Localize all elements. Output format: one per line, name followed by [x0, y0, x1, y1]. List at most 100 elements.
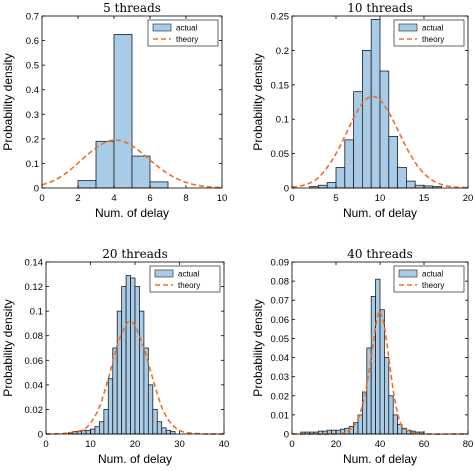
histogram-bar: [379, 70, 390, 189]
y-tick-label: 0.07: [271, 296, 290, 307]
histogram-bar: [156, 421, 163, 435]
y-tick-label: 0.08: [271, 277, 290, 288]
y-tick-label: 0.4: [26, 85, 39, 96]
bars-actual: [77, 34, 169, 189]
y-tick-label: 0.2: [26, 134, 39, 145]
y-tick-label: 0: [284, 430, 289, 441]
y-tick-label: 0.05: [271, 334, 290, 345]
histogram-bar: [370, 295, 377, 435]
chart-title: 5 threads: [103, 1, 161, 15]
chart-title: 40 threads: [347, 247, 412, 261]
legend-label-actual: actual: [422, 270, 444, 279]
y-tick-label: 0.06: [25, 356, 44, 367]
y-tick-label: 0: [34, 184, 39, 195]
histogram-bar: [344, 139, 354, 189]
y-tick-label: 0.25: [271, 12, 290, 23]
x-tick-label: 10: [217, 193, 228, 204]
y-tick-label: 0.08: [25, 331, 44, 342]
y-tick-label: 0.6: [26, 36, 39, 47]
histogram-bar: [134, 286, 140, 435]
x-tick-label: 5: [333, 193, 338, 204]
x-tick-label: 40: [375, 439, 386, 450]
histogram-bar: [85, 429, 91, 435]
legend: actual theory: [393, 19, 465, 47]
histogram-bar: [326, 429, 333, 435]
y-tick-label: 0.02: [25, 405, 44, 416]
x-tick-label: 15: [419, 193, 430, 204]
theory-curve: [291, 95, 469, 189]
y-axis-label: Probability density: [251, 53, 265, 150]
chart-title: 20 threads: [102, 247, 167, 261]
theory-curve: [41, 139, 223, 189]
histogram-bar: [370, 19, 381, 189]
y-tick-label: 0.01: [271, 410, 290, 421]
legend: actual theory: [147, 19, 219, 47]
histogram-bar: [131, 155, 151, 189]
x-tick-label: 40: [219, 439, 230, 450]
x-tick-label: 0: [43, 439, 48, 450]
y-tick-label: 0.1: [26, 159, 39, 170]
histogram-bar: [375, 278, 381, 435]
x-tick-label: 10: [375, 193, 386, 204]
x-tick-label: 80: [463, 439, 474, 450]
y-tick-label: 0: [284, 184, 289, 195]
histogram-bar: [90, 428, 96, 435]
y-tick-label: 0.05: [271, 149, 290, 160]
histogram-bar: [383, 357, 390, 435]
theory-curve: [45, 321, 225, 435]
chart-title: 10 threads: [347, 1, 412, 15]
legend-label-actual: actual: [176, 24, 198, 33]
x-axis-label: Num. of delay: [95, 206, 169, 220]
x-tick-label: 0: [289, 439, 294, 450]
y-tick-label: 0.15: [271, 80, 290, 91]
legend-label-actual: actual: [422, 24, 444, 33]
y-tick-label: 0.14: [25, 258, 44, 269]
histogram-bar: [113, 34, 133, 189]
legend-swatch-actual: [154, 269, 174, 278]
histogram-bar: [116, 310, 123, 435]
legend-label-theory: theory: [176, 35, 198, 44]
x-tick-label: 6: [147, 193, 152, 204]
legend-label-theory: theory: [422, 35, 444, 44]
chart-panel-4: 0 20 40 60 80 0 0.01 0.02 0.03 0.04 0.05 0.06 0.07 0.…: [251, 247, 473, 466]
histogram-bar: [379, 309, 385, 435]
y-tick-label: 0.5: [26, 61, 39, 72]
y-tick-label: 0.2: [276, 46, 289, 57]
histogram-bar: [405, 180, 416, 189]
x-axis-label: Num. of delay: [343, 206, 417, 220]
histogram-bar: [361, 391, 368, 435]
y-tick-label: 0.04: [25, 380, 44, 391]
x-tick-label: 20: [331, 439, 342, 450]
y-tick-label: 0.3: [26, 110, 39, 121]
histogram-bar: [147, 384, 154, 435]
histogram-bar: [326, 182, 337, 189]
y-tick-label: 0.1: [276, 115, 289, 126]
histogram-bar: [121, 286, 127, 435]
histogram-bar: [125, 275, 131, 435]
histogram-bar: [149, 181, 169, 189]
histogram-bar: [165, 429, 171, 435]
legend-swatch-actual: [152, 23, 172, 32]
y-tick-label: 0.02: [271, 391, 290, 402]
histogram-bar: [107, 378, 114, 435]
theory-curve: [291, 310, 469, 436]
chart-panel-3: 0 10 20 30 40 0 0.02 0.04 0.06 0.08 0.1 0.12 0.14 20 …: [1, 247, 229, 466]
y-axis-label: Probability density: [1, 299, 15, 396]
y-axis-label: Probability density: [251, 299, 265, 396]
x-tick-label: 0: [39, 193, 44, 204]
x-tick-label: 2: [75, 193, 80, 204]
histogram-bar: [361, 50, 372, 189]
chart-panel-2: 0 5 10 15 20 0 0.05 0.1 0.15 0.2 0.25 10 threads Num…: [251, 1, 473, 220]
y-axis-label: Probability density: [1, 53, 15, 150]
legend: actual theory: [149, 265, 221, 293]
axes-frame: [41, 15, 223, 189]
legend: actual theory: [393, 265, 465, 293]
x-tick-label: 30: [174, 439, 185, 450]
x-tick-label: 20: [130, 439, 141, 450]
histogram-bar: [317, 184, 328, 189]
legend-swatch-actual: [398, 23, 418, 32]
histogram-bar: [388, 135, 398, 189]
histogram-bar: [77, 180, 97, 189]
histogram-bar: [161, 427, 167, 435]
histogram-bar: [99, 421, 105, 435]
